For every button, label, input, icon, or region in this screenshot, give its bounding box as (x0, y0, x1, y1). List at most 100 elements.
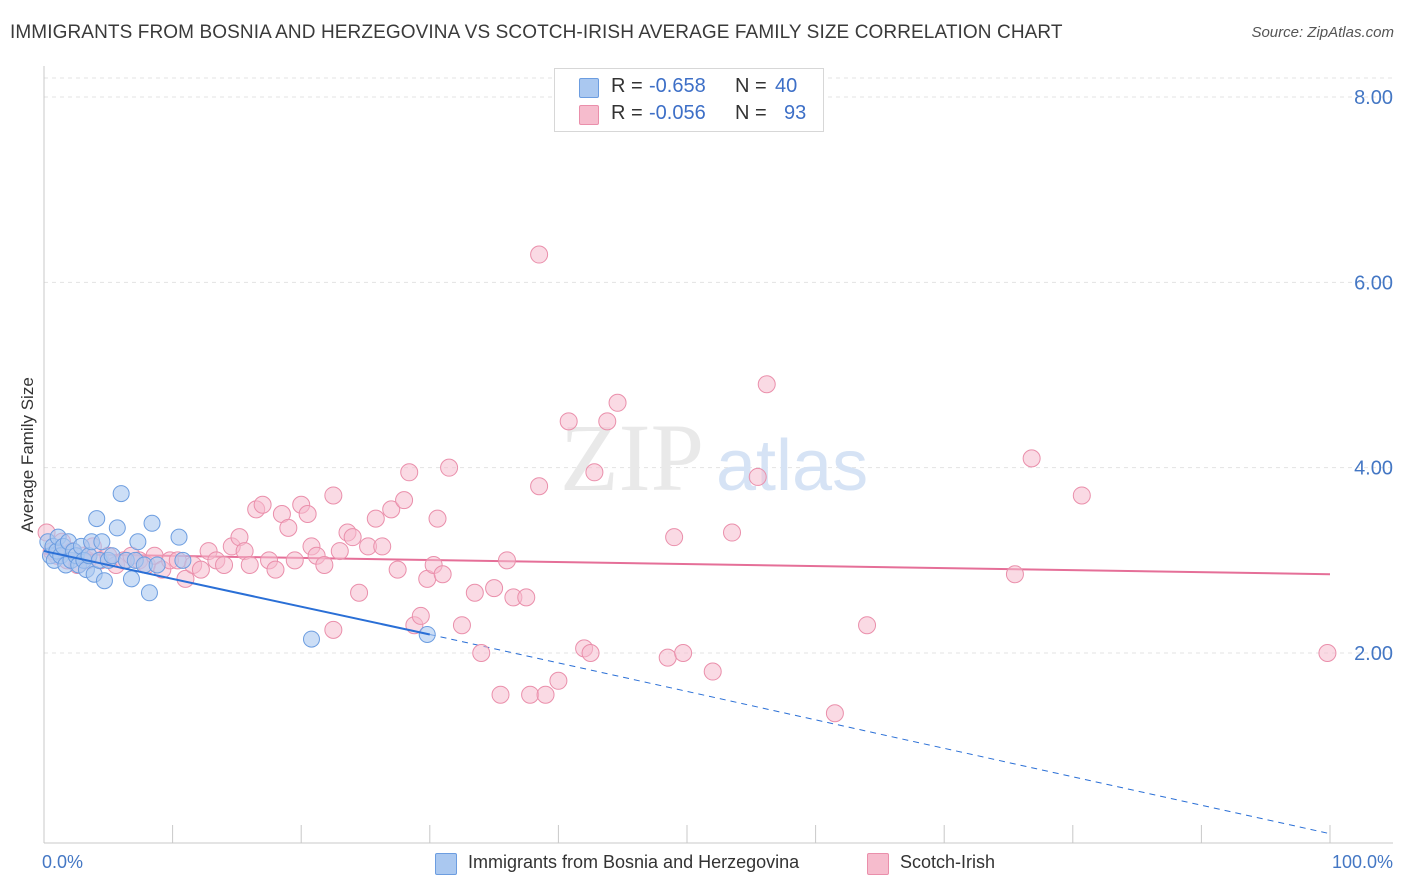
chart-title: IMMIGRANTS FROM BOSNIA AND HERZEGOVINA V… (10, 22, 1063, 43)
point-scotch-irish (285, 551, 304, 570)
point-scotch-irish (388, 560, 407, 579)
point-scotch-irish (266, 560, 285, 579)
point-bosnia (140, 584, 158, 602)
point-scotch-irish (215, 555, 234, 574)
point-scotch-irish (343, 528, 362, 547)
y-axis-label: Average Family Size (18, 377, 37, 533)
axis-layer: 2.00 4.00 6.00 8.00 (43, 66, 1393, 844)
legend-swatch-pink (867, 853, 889, 875)
point-scotch-irish (465, 583, 484, 602)
legend-swatch-blue (435, 853, 457, 875)
point-scotch-irish (491, 685, 510, 704)
point-scotch-irish (825, 704, 844, 723)
point-scotch-irish (1005, 565, 1024, 584)
point-scotch-irish (530, 477, 549, 496)
point-bosnia (129, 533, 147, 551)
point-bosnia (302, 630, 320, 648)
point-scotch-irish (279, 518, 298, 537)
point-scotch-irish (517, 588, 536, 607)
stats-n-value: 40 (775, 75, 798, 97)
stats-r-label: R = (611, 75, 643, 97)
point-scotch-irish (1318, 644, 1337, 662)
point-scotch-irish (366, 509, 385, 528)
point-scotch-irish (298, 505, 317, 523)
y-tick-label: 4.00 (1354, 458, 1393, 480)
point-scotch-irish (581, 644, 600, 662)
chart-legend: Immigrants from Bosnia and Herzegovina S… (0, 852, 1406, 878)
point-bosnia (95, 572, 113, 590)
point-scotch-irish (324, 486, 343, 505)
point-scotch-irish (497, 551, 516, 570)
points-layer (37, 245, 1337, 723)
point-scotch-irish (350, 583, 369, 602)
point-bosnia (122, 570, 140, 588)
point-scotch-irish (452, 616, 471, 635)
watermark-atlas: atlas (716, 426, 868, 506)
point-scotch-irish (440, 458, 459, 477)
point-scotch-irish (411, 606, 430, 625)
point-scotch-irish (530, 245, 549, 264)
point-scotch-irish (240, 555, 259, 574)
point-scotch-irish (757, 375, 776, 394)
stats-n-label: N = (735, 102, 767, 124)
point-scotch-irish (703, 662, 722, 681)
point-bosnia (148, 556, 166, 574)
trend-layer (43, 552, 1331, 835)
y-tick-label: 6.00 (1354, 272, 1393, 294)
point-scotch-irish (324, 620, 343, 639)
point-scotch-irish (858, 616, 877, 635)
point-scotch-irish (1022, 449, 1041, 468)
point-bosnia (88, 510, 106, 528)
point-scotch-irish (253, 495, 272, 514)
point-scotch-irish (400, 463, 419, 482)
point-scotch-irish (723, 523, 742, 542)
point-bosnia (170, 528, 188, 546)
point-scotch-irish (585, 463, 604, 482)
stats-r-label: R = (611, 102, 643, 124)
point-scotch-irish (536, 685, 555, 704)
point-scotch-irish (674, 644, 693, 662)
point-scotch-irish (748, 467, 767, 486)
stats-swatch-blue (579, 78, 599, 98)
x-axis-max-label: 100.0% (1331, 852, 1393, 872)
stats-n-value: 93 (784, 102, 807, 124)
point-scotch-irish (428, 509, 447, 528)
point-bosnia (93, 533, 111, 551)
point-scotch-irish (433, 565, 452, 584)
y-tick-label: 8.00 (1354, 87, 1393, 109)
point-bosnia (174, 551, 192, 569)
y-tick-label: 2.00 (1354, 643, 1393, 665)
stats-swatch-pink (579, 105, 599, 125)
point-scotch-irish (608, 393, 627, 412)
trend-line-scotch-irish (43, 552, 1331, 576)
point-scotch-irish (485, 579, 504, 598)
trend-line-bosnia-extension (429, 633, 1331, 835)
point-scotch-irish (373, 537, 392, 556)
point-scotch-irish (191, 560, 210, 579)
watermark-zip: ZIP (560, 404, 704, 511)
point-scotch-irish (521, 685, 540, 704)
stats-r-value: -0.658 (649, 75, 706, 97)
stats-r-value: -0.056 (649, 102, 706, 124)
point-scotch-irish (598, 412, 617, 431)
stats-n-label: N = (735, 75, 767, 97)
point-scotch-irish (330, 542, 349, 561)
point-scotch-irish (559, 412, 578, 431)
legend-label: Immigrants from Bosnia and Herzegovina (468, 852, 800, 872)
correlation-stats-box: R = -0.658 N = 40 R = -0.056 N = 93 (554, 68, 824, 132)
point-bosnia (112, 485, 130, 503)
point-scotch-irish (472, 644, 491, 662)
trend-line-bosnia (43, 550, 431, 636)
point-bosnia (108, 519, 126, 537)
point-scotch-irish (315, 555, 334, 574)
x-axis-min-label: 0.0% (42, 852, 84, 872)
source-text: Source: ZipAtlas.com (1251, 24, 1394, 41)
point-scotch-irish (382, 500, 401, 519)
point-scotch-irish (549, 671, 568, 690)
point-bosnia (143, 514, 161, 532)
point-scotch-irish (658, 648, 677, 667)
point-scotch-irish (1072, 486, 1091, 505)
point-scotch-irish (665, 528, 684, 547)
legend-label: Scotch-Irish (900, 852, 996, 872)
